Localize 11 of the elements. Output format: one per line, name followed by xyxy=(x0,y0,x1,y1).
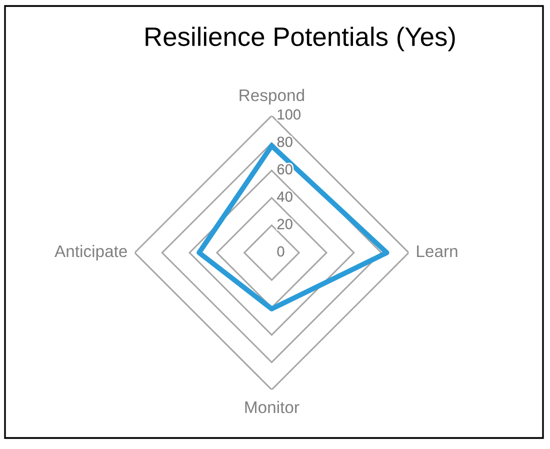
spoke-label: Anticipate xyxy=(54,244,127,260)
y-tick-label: 100 xyxy=(278,109,300,120)
y-tick-label: 60 xyxy=(277,164,292,174)
y-tick-label: 0 xyxy=(277,246,284,257)
spoke-label: Learn xyxy=(417,246,458,258)
chart-title: Resilience Potentials (Yes) xyxy=(146,26,455,52)
y-tick-label: 80 xyxy=(277,136,292,148)
spoke-label: Respond xyxy=(240,88,304,104)
y-tick-label: 40 xyxy=(277,191,292,202)
y-tick-label: 20 xyxy=(277,218,292,230)
spoke-label: Monitor xyxy=(245,400,300,414)
